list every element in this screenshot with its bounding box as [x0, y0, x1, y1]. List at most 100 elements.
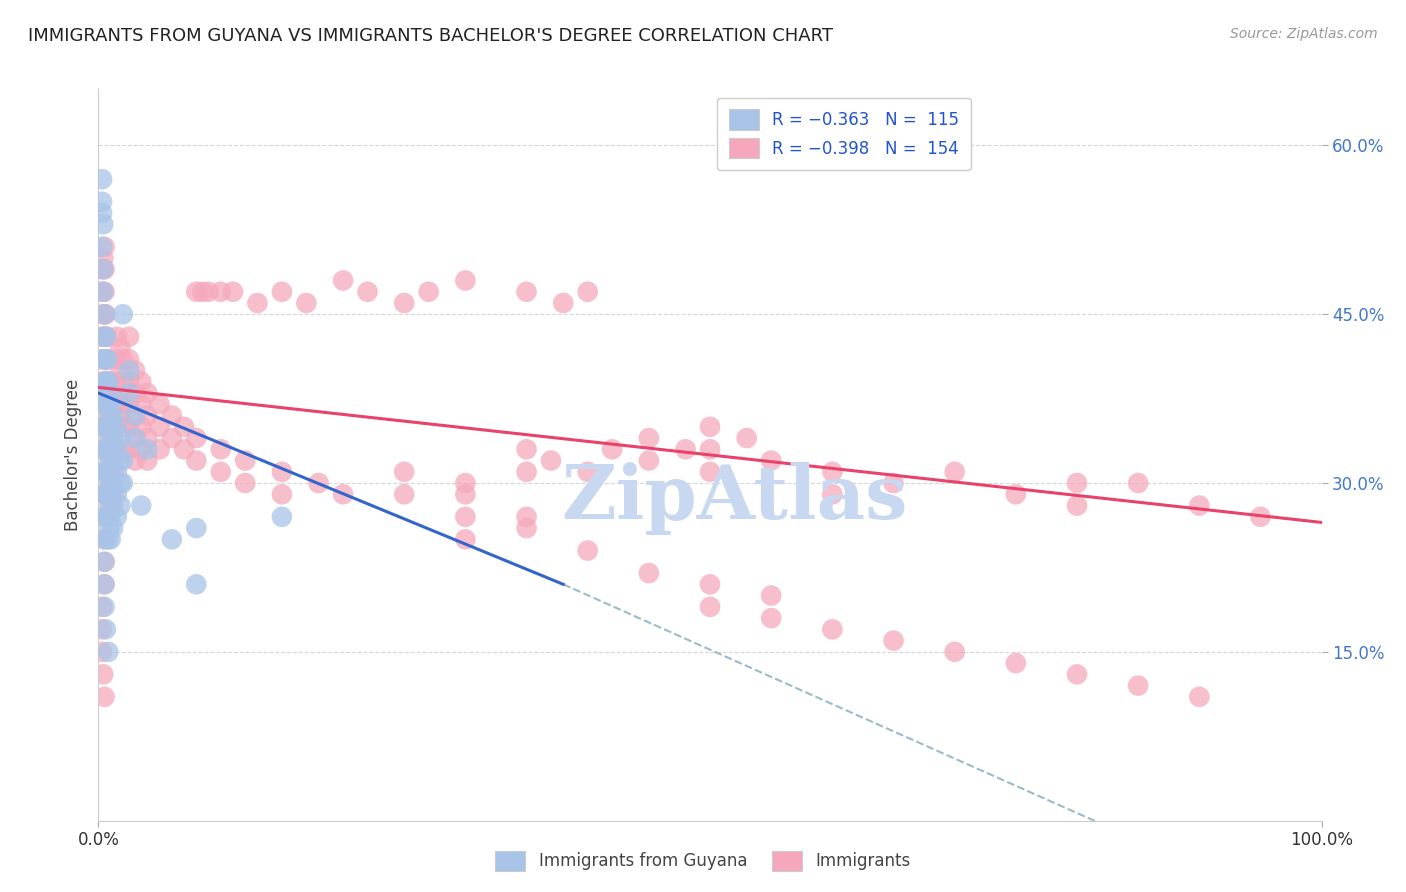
Point	[94, 307, 117, 321]
Point	[1188, 499, 1211, 513]
Point	[418, 285, 440, 299]
Point	[91, 645, 114, 659]
Point	[111, 442, 134, 457]
Point	[111, 419, 134, 434]
Point	[600, 442, 623, 457]
Point	[110, 453, 132, 467]
Point	[821, 623, 844, 637]
Point	[91, 262, 114, 277]
Point	[118, 375, 141, 389]
Point	[97, 442, 120, 457]
Text: IMMIGRANTS FROM GUYANA VS IMMIGRANTS BACHELOR'S DEGREE CORRELATION CHART: IMMIGRANTS FROM GUYANA VS IMMIGRANTS BAC…	[28, 27, 834, 45]
Point	[308, 476, 330, 491]
Point	[209, 442, 232, 457]
Point	[110, 431, 132, 445]
Point	[101, 397, 124, 411]
Point	[93, 307, 115, 321]
Point	[454, 487, 477, 501]
Point	[93, 262, 115, 277]
Point	[101, 465, 124, 479]
Point	[1004, 487, 1026, 501]
Point	[270, 509, 294, 524]
Point	[100, 465, 122, 479]
Point	[96, 465, 118, 479]
Point	[105, 442, 128, 457]
Point	[91, 667, 114, 681]
Point	[91, 330, 114, 344]
Point	[91, 442, 114, 457]
Point	[97, 465, 120, 479]
Point	[93, 375, 115, 389]
Point	[97, 397, 120, 411]
Point	[105, 352, 128, 367]
Point	[100, 409, 122, 423]
Point	[454, 273, 477, 287]
Point	[97, 465, 120, 479]
Point	[129, 419, 152, 434]
Point	[97, 487, 120, 501]
Point	[233, 453, 256, 467]
Point	[515, 509, 537, 524]
Point	[96, 375, 118, 389]
Point	[100, 431, 122, 445]
Point	[93, 352, 115, 367]
Point	[101, 409, 124, 423]
Point	[111, 352, 134, 367]
Point	[111, 453, 134, 467]
Point	[392, 487, 416, 501]
Point	[1188, 690, 1211, 704]
Point	[91, 240, 114, 254]
Point	[93, 465, 115, 479]
Point	[94, 442, 117, 457]
Point	[515, 465, 537, 479]
Point	[699, 465, 721, 479]
Point	[392, 296, 416, 310]
Point	[91, 397, 114, 411]
Point	[124, 363, 146, 377]
Point	[94, 375, 117, 389]
Point	[191, 285, 214, 299]
Point	[699, 442, 721, 457]
Point	[129, 499, 152, 513]
Point	[576, 543, 599, 558]
Point	[124, 409, 146, 423]
Point	[94, 465, 117, 479]
Point	[93, 533, 115, 547]
Point	[93, 285, 115, 299]
Point	[98, 397, 121, 411]
Point	[101, 476, 124, 491]
Point	[101, 453, 124, 467]
Point	[96, 487, 118, 501]
Point	[96, 419, 118, 434]
Point	[97, 397, 120, 411]
Point	[96, 352, 118, 367]
Point	[94, 442, 117, 457]
Point	[93, 307, 115, 321]
Point	[105, 330, 128, 344]
Point	[93, 397, 115, 411]
Point	[93, 487, 115, 501]
Point	[110, 341, 132, 355]
Point	[118, 330, 141, 344]
Point	[93, 577, 115, 591]
Point	[98, 386, 121, 401]
Y-axis label: Bachelor's Degree: Bachelor's Degree	[65, 379, 83, 531]
Point	[454, 509, 477, 524]
Point	[576, 285, 599, 299]
Point	[1066, 476, 1088, 491]
Point	[173, 442, 195, 457]
Point	[124, 431, 146, 445]
Point	[454, 533, 477, 547]
Point	[197, 285, 219, 299]
Point	[93, 330, 115, 344]
Point	[699, 599, 721, 614]
Point	[93, 240, 115, 254]
Point	[96, 330, 118, 344]
Point	[149, 419, 172, 434]
Point	[96, 352, 118, 367]
Point	[332, 487, 354, 501]
Point	[186, 285, 208, 299]
Point	[93, 577, 115, 591]
Text: Source: ZipAtlas.com: Source: ZipAtlas.com	[1230, 27, 1378, 41]
Point	[94, 487, 117, 501]
